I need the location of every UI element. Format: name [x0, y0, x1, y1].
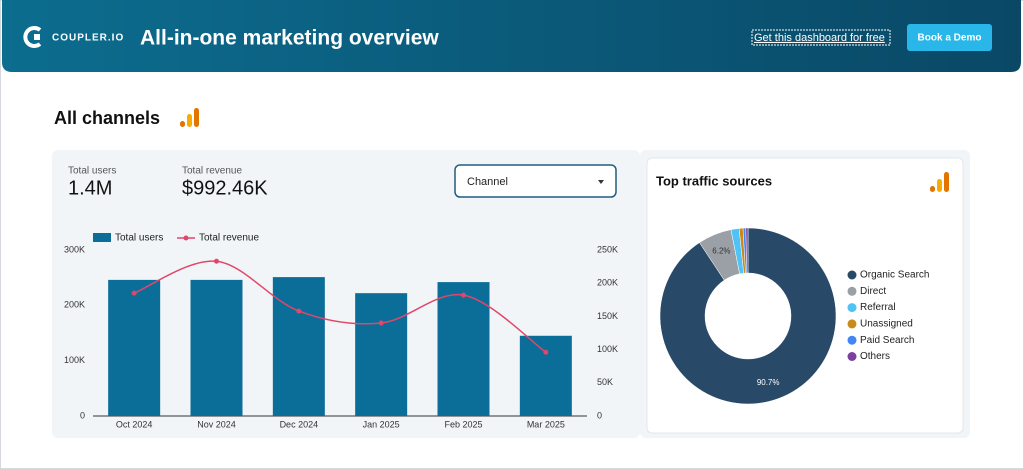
legend-label: Organic Search	[860, 270, 929, 281]
bar	[355, 293, 408, 416]
kpi-label: Total revenue	[182, 166, 242, 177]
bar	[272, 277, 325, 416]
legend-swatch	[847, 286, 857, 296]
legend-label: Direct	[860, 286, 886, 297]
dropdown-caret	[598, 180, 604, 184]
legend-label: Unassigned	[860, 319, 913, 330]
pie-title: Top traffic sources	[656, 173, 772, 188]
legend-label: Paid Search	[860, 335, 914, 346]
donut-slice	[659, 227, 837, 405]
y-tick-label: 100K	[64, 355, 85, 365]
ga-icon	[930, 172, 949, 192]
y-tick-label: 0	[80, 410, 85, 420]
line-point	[296, 308, 302, 314]
link-outline	[751, 29, 891, 46]
kpi-value: 1.4M	[68, 177, 112, 199]
button-label[interactable]: Book a Demo	[918, 33, 982, 44]
legend-label: Total revenue	[199, 233, 259, 244]
y2-tick-label: 0	[597, 410, 602, 420]
legend-swatch	[93, 233, 111, 242]
section-title: All channels	[54, 108, 160, 128]
legend-dot	[183, 235, 189, 241]
legend-swatch	[847, 352, 857, 361]
y2-tick-label: 150K	[597, 311, 618, 321]
y2-tick-label: 250K	[597, 244, 618, 254]
link[interactable]: Get this dashboard for free	[754, 32, 885, 44]
x-tick-label: Mar 2025	[527, 419, 565, 429]
brand: COUPLER.IO	[52, 33, 124, 44]
dropdown-label[interactable]: Channel	[467, 176, 508, 188]
header-title: All-in-one marketing overview	[140, 27, 439, 50]
y-tick-label: 300K	[64, 244, 85, 254]
logo-icon	[23, 26, 42, 48]
legend-swatch	[847, 270, 857, 280]
legend-label: Others	[860, 351, 890, 362]
x-tick-label: Nov 2024	[197, 419, 236, 429]
kpi-value: $992.46K	[182, 177, 268, 199]
line-point	[131, 290, 137, 296]
x-tick-label: Jan 2025	[363, 419, 400, 429]
slice-label: 90.7%	[757, 378, 780, 387]
kpi-label: Total users	[68, 166, 116, 177]
y2-tick-label: 100K	[597, 344, 618, 354]
legend-label: Total users	[115, 233, 163, 244]
x-tick-label: Feb 2025	[444, 419, 482, 429]
dropdown[interactable]	[454, 164, 617, 198]
x-tick-label: Dec 2024	[280, 419, 319, 429]
legend-swatch	[847, 319, 857, 329]
slice-label: 6.2%	[712, 246, 730, 255]
bar	[437, 282, 490, 416]
donut-slice	[745, 227, 749, 274]
line-point	[378, 320, 384, 326]
x-tick-label: Oct 2024	[116, 419, 153, 429]
y-tick-label: 200K	[64, 300, 85, 310]
line-point	[214, 258, 219, 264]
legend-label: Referral	[860, 302, 896, 313]
line-point	[461, 292, 466, 298]
bar	[108, 279, 161, 416]
line	[133, 260, 547, 353]
header-bar	[2, 0, 1021, 72]
bar	[190, 279, 243, 416]
legend-swatch	[847, 335, 857, 345]
ga-icon	[180, 108, 199, 127]
legend-swatch	[847, 303, 857, 313]
button[interactable]	[907, 24, 992, 51]
y2-tick-label: 50K	[597, 377, 613, 387]
y2-tick-label: 200K	[597, 278, 618, 288]
line-point	[543, 349, 549, 355]
bar	[519, 335, 572, 416]
